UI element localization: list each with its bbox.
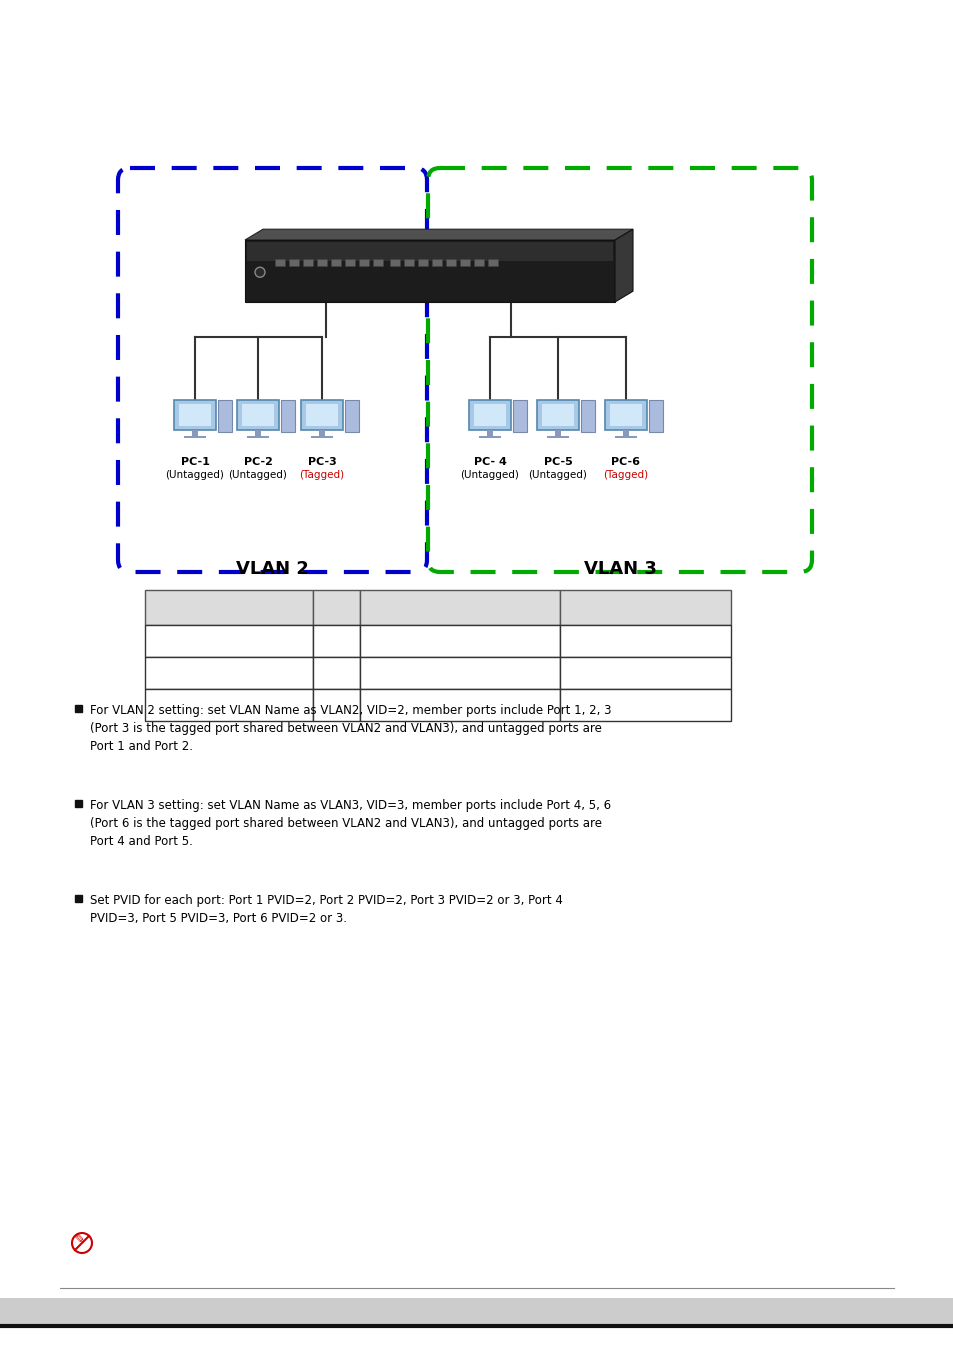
Text: VLAN 3: VLAN 3 bbox=[583, 560, 656, 578]
Bar bbox=[359, 688, 559, 721]
Bar bbox=[580, 400, 595, 432]
Bar bbox=[541, 404, 574, 427]
Bar bbox=[446, 259, 456, 266]
Text: Set PVID for each port: Port 1 PVID=2, Port 2 PVID=2, Port 3 PVID=2 or 3, Port 4: Set PVID for each port: Port 1 PVID=2, P… bbox=[90, 894, 562, 925]
Text: (Untagged): (Untagged) bbox=[166, 470, 224, 481]
Bar bbox=[459, 259, 470, 266]
Bar bbox=[609, 404, 641, 427]
Polygon shape bbox=[615, 230, 633, 302]
Bar bbox=[417, 259, 428, 266]
Polygon shape bbox=[245, 240, 615, 302]
Bar bbox=[432, 259, 441, 266]
Bar bbox=[316, 259, 327, 266]
Bar bbox=[241, 404, 274, 427]
Bar bbox=[303, 259, 313, 266]
Bar bbox=[289, 259, 298, 266]
Bar bbox=[310, 436, 334, 439]
Bar bbox=[75, 705, 82, 711]
Bar bbox=[145, 590, 313, 625]
Polygon shape bbox=[245, 230, 633, 240]
Bar bbox=[237, 400, 278, 431]
Text: (Untagged): (Untagged) bbox=[460, 470, 518, 481]
Bar bbox=[487, 431, 492, 436]
Bar bbox=[345, 400, 359, 432]
Bar bbox=[246, 436, 269, 439]
Bar bbox=[623, 431, 628, 436]
Bar bbox=[359, 657, 559, 688]
Bar bbox=[319, 431, 324, 436]
Bar bbox=[390, 259, 399, 266]
Text: PC-5: PC-5 bbox=[543, 458, 572, 467]
Text: (Tagged): (Tagged) bbox=[299, 470, 344, 481]
Bar bbox=[488, 259, 497, 266]
Bar bbox=[173, 400, 215, 431]
Bar bbox=[247, 242, 613, 261]
Bar bbox=[301, 400, 342, 431]
Bar bbox=[305, 404, 338, 427]
Circle shape bbox=[254, 267, 265, 277]
Text: For VLAN 3 setting: set VLAN Name as VLAN3, VID=3, member ports include Port 4, : For VLAN 3 setting: set VLAN Name as VLA… bbox=[90, 799, 611, 848]
Bar bbox=[183, 436, 206, 439]
Bar bbox=[474, 259, 483, 266]
Bar bbox=[403, 259, 414, 266]
Bar bbox=[614, 436, 637, 439]
Bar bbox=[559, 688, 730, 721]
Bar bbox=[75, 801, 82, 807]
Bar bbox=[537, 400, 578, 431]
Bar bbox=[546, 436, 569, 439]
Bar bbox=[559, 657, 730, 688]
Bar bbox=[648, 400, 662, 432]
Bar bbox=[559, 625, 730, 657]
Bar bbox=[478, 436, 501, 439]
Text: ✎: ✎ bbox=[74, 1233, 86, 1247]
Bar bbox=[274, 259, 285, 266]
Text: PC-3: PC-3 bbox=[307, 458, 336, 467]
Bar bbox=[0, 1297, 953, 1326]
Bar bbox=[559, 590, 730, 625]
Bar bbox=[145, 657, 313, 688]
Bar bbox=[313, 657, 359, 688]
Bar bbox=[513, 400, 527, 432]
Bar bbox=[313, 688, 359, 721]
Bar bbox=[313, 625, 359, 657]
Bar bbox=[331, 259, 340, 266]
Bar bbox=[604, 400, 646, 431]
Bar bbox=[469, 400, 511, 431]
Text: PC-6: PC-6 bbox=[611, 458, 639, 467]
Text: (Tagged): (Tagged) bbox=[603, 470, 648, 481]
Text: PC- 4: PC- 4 bbox=[473, 458, 506, 467]
Bar bbox=[474, 404, 506, 427]
Text: For VLAN 2 setting: set VLAN Name as VLAN2, VID=2, member ports include Port 1, : For VLAN 2 setting: set VLAN Name as VLA… bbox=[90, 703, 611, 753]
Bar bbox=[359, 625, 559, 657]
Bar bbox=[359, 590, 559, 625]
Text: VLAN 2: VLAN 2 bbox=[235, 560, 309, 578]
Text: PC-2: PC-2 bbox=[243, 458, 273, 467]
Bar bbox=[555, 431, 560, 436]
Bar bbox=[358, 259, 369, 266]
Bar bbox=[145, 625, 313, 657]
Bar bbox=[193, 431, 197, 436]
Text: (Untagged): (Untagged) bbox=[229, 470, 287, 481]
Bar bbox=[255, 431, 260, 436]
Bar bbox=[75, 895, 82, 902]
Bar bbox=[145, 688, 313, 721]
Bar bbox=[313, 590, 359, 625]
Text: PC-1: PC-1 bbox=[180, 458, 210, 467]
Bar bbox=[345, 259, 355, 266]
Bar bbox=[217, 400, 233, 432]
Text: (Untagged): (Untagged) bbox=[528, 470, 587, 481]
Bar bbox=[280, 400, 295, 432]
Bar bbox=[178, 404, 211, 427]
Bar bbox=[373, 259, 382, 266]
